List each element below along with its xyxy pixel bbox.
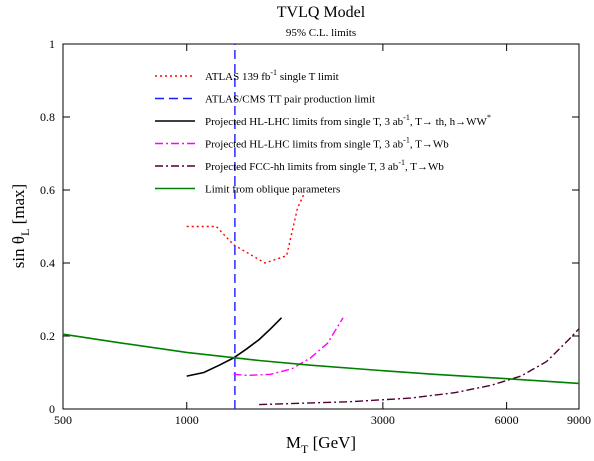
x-tick-label: 1000 xyxy=(175,413,199,427)
series-layer xyxy=(62,44,580,409)
x-tick-label: 9000 xyxy=(567,413,591,427)
legend-label-2: ATLAS/CMS TT pair production limit xyxy=(205,94,375,106)
chart-title: TVLQ Model xyxy=(277,4,366,21)
legend: ATLAS 139 fb-1 single T limit ATLAS/CMS T… xyxy=(155,68,491,196)
series-line-3 xyxy=(186,317,283,377)
legend-label-1: ATLAS 139 fb-1 single T limit xyxy=(205,68,339,83)
series-line-6 xyxy=(62,333,580,385)
legend-label-3: Projected HL-LHC limits from single T, 3… xyxy=(205,113,491,128)
y-tick-label: 0.6 xyxy=(40,183,55,197)
y-tick-label: 1 xyxy=(49,37,55,51)
y-tick-label: 0 xyxy=(49,402,55,416)
legend-label-6: Limit from oblique parameters xyxy=(205,184,340,196)
x-tick-label: 6000 xyxy=(495,413,519,427)
series-line-1 xyxy=(186,193,305,264)
chart-subtitle: 95% C.L. limits xyxy=(286,27,356,39)
y-axis-title: sin θL [max] xyxy=(9,184,32,268)
x-tick-label: 500 xyxy=(54,413,72,427)
plot-frame xyxy=(62,43,580,410)
series-line-4 xyxy=(233,317,344,377)
y-tick-label: 0.2 xyxy=(40,329,55,343)
y-tick-label: 0.4 xyxy=(40,256,55,270)
x-axis-title: MT [GeV] xyxy=(286,433,356,456)
series-line-5 xyxy=(259,328,580,406)
x-tick-label: 3000 xyxy=(371,413,395,427)
axis-ticks: 500 1000 3000 6000 9000 0 0.2 0.4 0.6 0.8 1 xyxy=(40,37,591,427)
legend-label-5: Projected FCC-hh limits from single T, 3… xyxy=(205,158,444,173)
legend-label-4: Projected HL-LHC limits from single T, 3… xyxy=(205,136,449,151)
y-tick-label: 0.8 xyxy=(40,110,55,124)
